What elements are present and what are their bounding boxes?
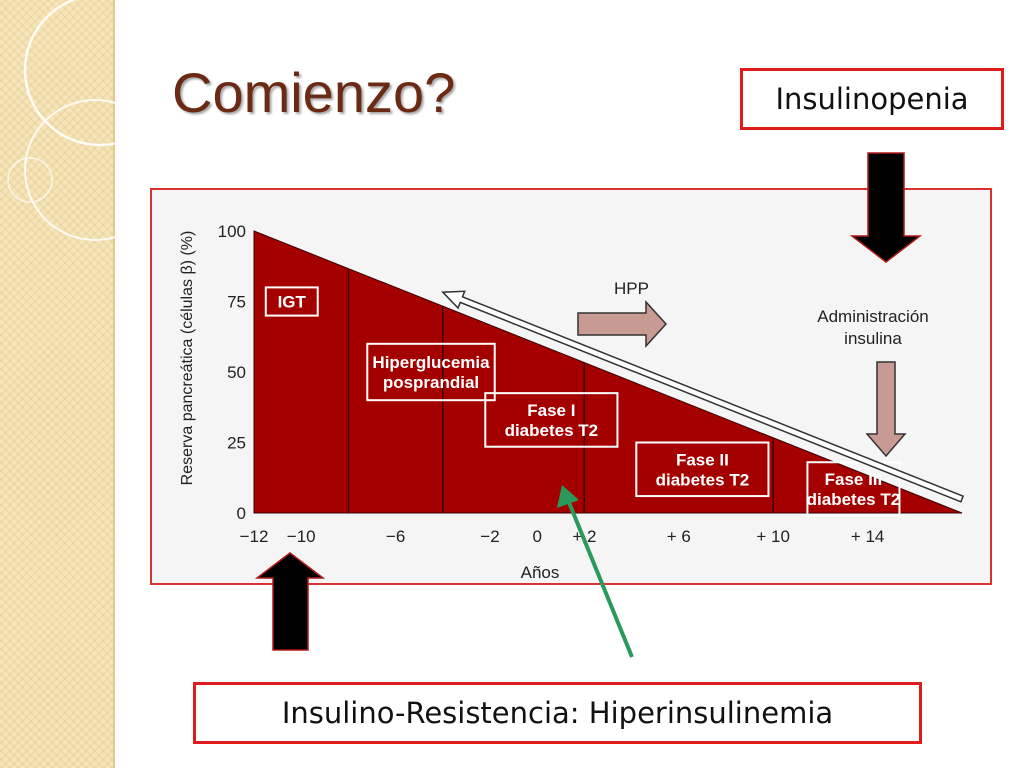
phase-label: Fase III [825, 470, 883, 489]
administracion-annotation: Administración insulina [817, 307, 929, 458]
slide-title: Comienzo? [172, 61, 456, 124]
phase-box [366, 342, 496, 402]
insulino-resistencia-callout: Insulino-Resistencia: Hiperinsulinemia [193, 682, 922, 744]
big-down-arrow-icon [849, 152, 923, 263]
hpp-label: HPP [614, 279, 649, 298]
x-tick-label: 0 [532, 527, 541, 546]
green-pointer-line [566, 499, 634, 658]
phase-label: diabetes T2 [807, 490, 901, 509]
phase-label: posprandial [383, 373, 479, 392]
reserve-area [253, 230, 963, 514]
x-axis-ticks: −12−10−6−20+ 2+ 6+ 10+ 14 [240, 527, 885, 546]
phase-label: diabetes T2 [505, 421, 599, 440]
x-tick-label: + 10 [756, 527, 790, 546]
y-tick-label: 25 [227, 434, 246, 453]
y-tick-label: 0 [237, 504, 246, 523]
y-tick-label: 100 [218, 222, 246, 241]
hpp-annotation: HPP [577, 279, 668, 348]
insulinopenia-callout: Insulinopenia [740, 68, 1004, 130]
y-axis-ticks: 100 75 50 25 0 [218, 222, 246, 523]
phase-label: Fase II [676, 450, 729, 469]
x-tick-label: −10 [287, 527, 316, 546]
phase-label: diabetes T2 [656, 470, 750, 489]
hpp-arrow-icon [577, 300, 668, 348]
x-tick-label: + 6 [667, 527, 691, 546]
y-tick-label: 75 [227, 293, 246, 312]
phase-box [264, 286, 319, 317]
decorative-circles [7, 0, 160, 241]
decline-trend-arrow [441, 290, 965, 503]
x-tick-label: + 14 [851, 527, 885, 546]
big-up-arrow-icon [254, 552, 326, 651]
y-tick-label: 50 [227, 363, 246, 382]
phase-label: Fase I [527, 401, 575, 420]
phase-box [635, 441, 770, 498]
x-tick-label: −2 [480, 527, 499, 546]
administracion-label-line2: insulina [844, 329, 902, 348]
x-tick-label: −6 [386, 527, 405, 546]
phase-divider-lines [347, 268, 774, 513]
insulinopenia-label: Insulinopenia [775, 82, 969, 116]
phase-label: IGT [278, 293, 307, 312]
x-tick-label: −12 [240, 527, 269, 546]
down-arrow-icon [865, 361, 907, 458]
phase-box [806, 461, 901, 517]
insulino-resistencia-label: Insulino-Resistencia: Hiperinsulinemia [281, 696, 834, 730]
y-axis-label: Reserva pancreática (células β) (%) [179, 231, 196, 486]
administracion-label-line1: Administración [817, 307, 929, 326]
phase-box [484, 392, 619, 448]
phase-label: Hiperglucemia [372, 353, 490, 372]
green-arrow-head-icon [557, 485, 579, 508]
x-axis-label: Años [521, 563, 560, 582]
decorative-side-strip [0, 0, 115, 768]
